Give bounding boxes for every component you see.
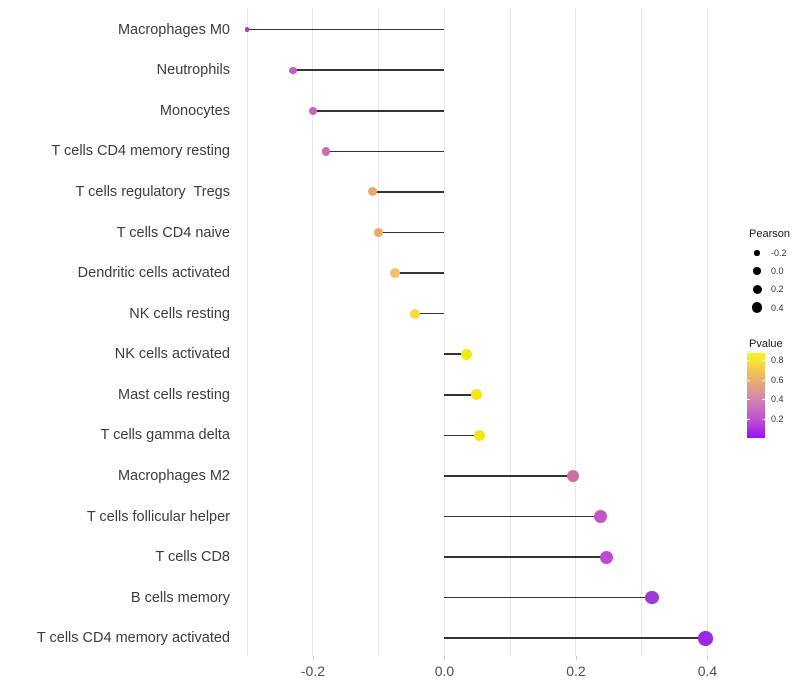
lollipop-stem [444, 394, 477, 396]
lollipop-dot [460, 348, 472, 360]
gridline [575, 8, 577, 656]
lollipop-dot [471, 389, 483, 401]
lollipop-dot [698, 631, 713, 646]
legend-pearson-label: -0.2 [771, 248, 787, 258]
category-label: Mast cells resting [117, 386, 230, 403]
x-axis-tick [707, 656, 709, 660]
pvalue-colorbar-tick [762, 360, 765, 362]
pvalue-colorbar-tick [747, 399, 750, 401]
legend-pvalue-title: Pvalue [749, 338, 783, 350]
lollipop-dot [600, 550, 614, 564]
pvalue-colorbar-tick [762, 418, 765, 420]
lollipop-dot [409, 308, 420, 319]
lollipop-stem [444, 515, 601, 518]
pvalue-colorbar-tick [762, 379, 765, 381]
lollipop-stem [444, 637, 706, 640]
legend-pearson-title: Pearson [749, 228, 790, 240]
lollipop-stem [378, 231, 445, 234]
legend-pvalue-label: 0.6 [771, 374, 784, 385]
x-axis-tick [575, 656, 577, 660]
x-axis-tick [444, 656, 446, 660]
category-label: T cells CD4 memory resting [51, 143, 230, 160]
pvalue-colorbar-tick [747, 418, 750, 420]
lollipop-stem [247, 28, 445, 31]
lollipop-dot [566, 469, 579, 482]
gridline [641, 8, 643, 656]
pvalue-colorbar-tick [762, 399, 765, 401]
lollipop-dot [593, 510, 607, 524]
category-label: B cells memory [130, 589, 230, 606]
legend-pvalue-label: 0.4 [771, 394, 784, 405]
legend-pearson-key [754, 250, 760, 256]
lollipop-dot [473, 429, 486, 442]
legend-pearson-label: 0.2 [771, 284, 784, 295]
x-axis-tick-label: 0.2 [566, 663, 586, 679]
gridline [312, 8, 314, 656]
x-axis-tick-label: 0.4 [697, 663, 718, 679]
gridline [509, 8, 511, 656]
legend-pearson-key [752, 284, 762, 294]
category-label: Macrophages M2 [117, 467, 230, 484]
lollipop-stem [444, 556, 607, 558]
category-label: T cells CD4 memory activated [36, 630, 230, 647]
gridline [443, 8, 445, 656]
lollipop-stem [444, 353, 467, 356]
lollipop-dot [308, 106, 317, 115]
pvalue-colorbar-tick [747, 379, 750, 381]
gridline [378, 8, 380, 656]
gridline [246, 8, 248, 656]
category-label: Macrophages M0 [117, 21, 230, 38]
gridline [706, 8, 708, 656]
lollipop-stem [414, 312, 445, 315]
category-label: T cells follicular helper [86, 508, 230, 525]
category-label: T cells CD4 naive [116, 224, 230, 241]
pvalue-colorbar [747, 353, 765, 438]
x-axis-tick-label: 0.0 [434, 663, 455, 679]
pvalue-colorbar-tick [747, 360, 750, 362]
category-label: T cells regulatory Tregs [75, 183, 230, 200]
category-label: Neutrophils [156, 62, 230, 79]
lollipop-stem [293, 69, 445, 72]
legend-pearson-key [751, 302, 763, 313]
category-label: Dendritic cells activated [77, 265, 230, 282]
lollipop-dot [321, 147, 331, 156]
category-label: T cells CD8 [155, 549, 230, 566]
lollipop-dot [244, 27, 250, 32]
category-label: NK cells activated [114, 346, 230, 363]
lollipop-stem [444, 434, 480, 437]
lollipop-dot [645, 590, 659, 605]
category-label: Monocytes [159, 102, 230, 119]
legend-pvalue-label: 0.8 [771, 355, 784, 366]
lollipop-stem [444, 596, 653, 599]
legend-pvalue-label: 0.2 [771, 413, 784, 424]
lollipop-stem [372, 191, 445, 193]
lollipop-stem [312, 110, 445, 112]
x-axis-tick [312, 656, 314, 660]
category-label: NK cells resting [129, 305, 230, 322]
lollipop-dot [374, 228, 384, 238]
legend-pearson-label: 0.4 [771, 302, 784, 313]
lollipop-stem [326, 150, 445, 153]
legend-pearson-label: 0.0 [771, 266, 784, 277]
lollipop-dot [390, 268, 401, 279]
lollipop-dot [367, 187, 377, 197]
category-label: T cells gamma delta [100, 427, 230, 444]
lollipop-stem [395, 272, 445, 274]
lollipop-dot [289, 66, 297, 75]
lollipop-stem [444, 475, 573, 477]
x-axis-tick-label: -0.2 [300, 663, 326, 679]
legend-pearson-key [753, 267, 761, 275]
